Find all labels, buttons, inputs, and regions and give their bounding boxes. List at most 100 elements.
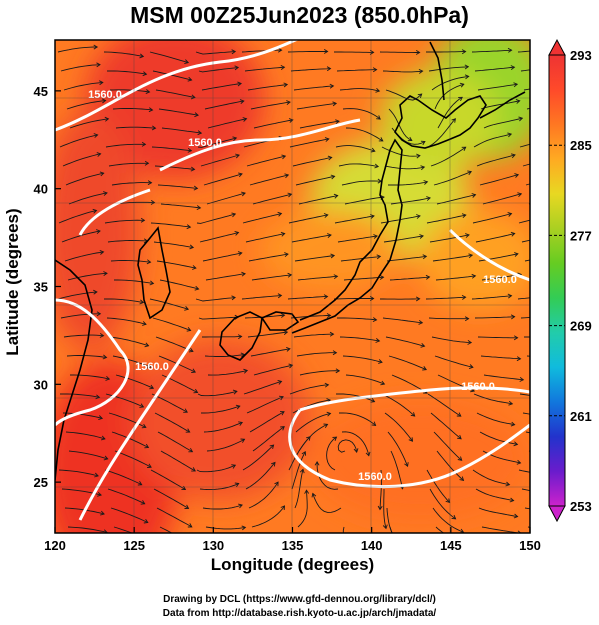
streamline <box>312 493 342 513</box>
streamline <box>476 412 515 426</box>
streamline <box>115 126 156 129</box>
streamline-arrowhead <box>329 83 335 89</box>
streamline-arrowhead <box>311 492 317 498</box>
streamline <box>521 239 530 243</box>
streamline <box>105 143 146 148</box>
streamline-arrowhead <box>148 107 154 113</box>
streamline <box>115 374 154 389</box>
streamline-arrowhead <box>187 76 193 82</box>
streamline <box>294 469 304 509</box>
streamline <box>426 51 466 53</box>
streamline-arrowhead <box>191 467 196 472</box>
streamline <box>472 213 512 224</box>
streamline-arrowhead <box>232 136 238 142</box>
streamline <box>67 272 108 281</box>
streamline-arrowhead <box>464 64 470 70</box>
streamline <box>428 317 469 320</box>
streamline <box>64 251 104 262</box>
streamline-arrowhead <box>323 213 329 218</box>
streamline-arrowhead <box>566 376 570 380</box>
streamline-arrowhead <box>105 375 111 381</box>
streamline <box>388 355 427 371</box>
streamline-arrowhead <box>188 347 194 353</box>
height-contours <box>55 40 530 521</box>
streamline <box>245 462 276 490</box>
streamline <box>342 355 383 363</box>
streamline-arrowhead <box>231 295 236 301</box>
streamline <box>388 181 428 186</box>
streamline-arrowhead <box>240 438 246 443</box>
coast-korea <box>137 226 171 320</box>
streamline <box>249 411 285 433</box>
streamline-arrowhead <box>369 296 375 301</box>
streamline <box>345 127 384 142</box>
contour-label: 1560.0 <box>135 361 169 373</box>
streamline-arrowhead <box>467 340 473 345</box>
streamline <box>334 215 375 224</box>
streamline <box>295 175 335 186</box>
streamline <box>434 355 474 368</box>
coast-china <box>55 259 93 481</box>
streamline-arrowhead <box>238 172 243 178</box>
streamline <box>326 436 337 471</box>
streamline <box>435 526 445 533</box>
streamline-arrowhead <box>150 200 156 205</box>
streamline-arrowhead <box>274 481 279 487</box>
streamline <box>244 66 285 72</box>
y-tick-label: 35 <box>34 280 48 295</box>
streamline <box>475 488 514 502</box>
streamline-arrowhead <box>238 503 243 509</box>
streamline <box>153 488 189 509</box>
streamline <box>289 138 329 148</box>
streamline-arrowhead <box>514 252 519 257</box>
streamline-arrowhead <box>188 447 194 453</box>
streamline <box>385 89 422 101</box>
streamline-arrowhead <box>376 254 382 260</box>
streamline <box>472 469 510 486</box>
streamline <box>475 233 515 243</box>
streamline-arrowhead <box>280 231 286 237</box>
streamline-arrowhead <box>468 253 474 259</box>
streamline <box>294 255 335 262</box>
streamline-arrowhead <box>94 472 99 478</box>
streamline-arrowhead <box>190 94 196 100</box>
streamline-arrowhead <box>100 435 106 441</box>
streamline <box>289 384 329 395</box>
streamline <box>482 193 522 205</box>
streamline <box>61 230 101 243</box>
streamline <box>207 118 247 129</box>
streamline-arrowhead <box>404 462 409 468</box>
x-axis-ticks: 120 125 130 135 140 145 150 <box>44 527 541 553</box>
streamline-arrowhead <box>510 65 516 70</box>
streamline <box>154 165 195 170</box>
streamline-arrowhead <box>142 71 148 77</box>
streamline-arrowhead <box>333 193 339 199</box>
streamline-arrowhead <box>459 82 465 88</box>
streamline <box>196 213 236 224</box>
streamline-arrowhead <box>333 274 339 280</box>
streamline-arrowhead <box>187 147 193 153</box>
streamline-arrowhead <box>288 363 294 369</box>
streamline-arrowhead <box>286 100 291 105</box>
streamline-arrowhead <box>332 101 338 107</box>
streamline <box>66 100 106 110</box>
colorbar-bottom-arrow <box>548 505 566 523</box>
streamline-arrowhead <box>100 510 105 516</box>
streamline <box>199 232 239 243</box>
streamline <box>68 450 108 460</box>
streamline <box>104 298 144 303</box>
streamline-arrowhead <box>287 192 293 198</box>
streamline <box>252 193 292 205</box>
streamline-arrowhead <box>95 394 101 400</box>
streamline <box>245 233 285 243</box>
streamline <box>518 219 530 224</box>
streamline <box>67 526 108 533</box>
streamline <box>157 184 198 189</box>
streamline <box>425 296 466 300</box>
streamline <box>248 481 279 509</box>
streamline <box>113 526 134 533</box>
streamline <box>155 89 195 98</box>
streamline <box>112 355 152 368</box>
streamline-arrowhead <box>96 152 102 157</box>
streamline <box>149 51 189 64</box>
